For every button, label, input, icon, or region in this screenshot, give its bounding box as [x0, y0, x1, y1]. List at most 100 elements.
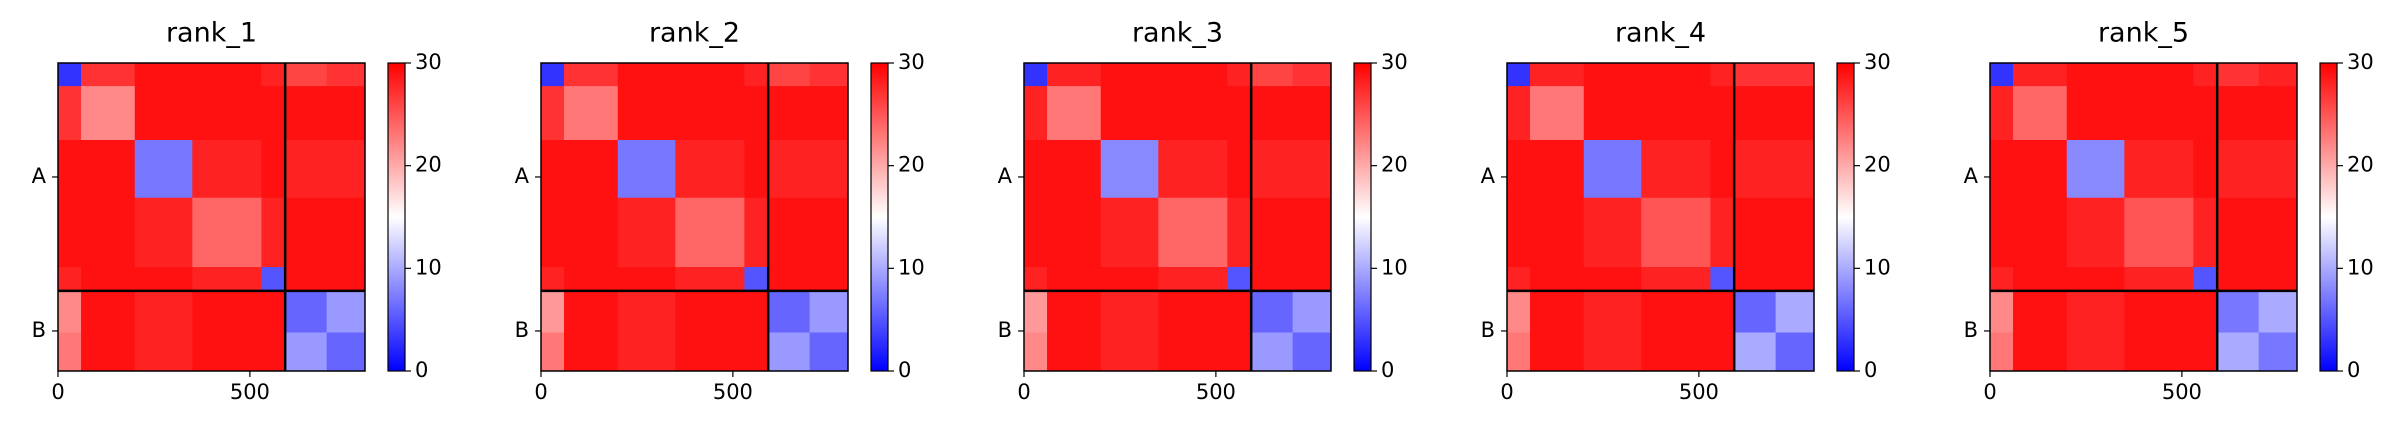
heatmap-cell — [675, 63, 745, 87]
heatmap-cell — [1990, 63, 2014, 87]
heatmap-cell — [675, 332, 745, 372]
colorbar — [1353, 62, 1372, 372]
heatmap-cell — [1641, 63, 1711, 87]
heatmap-cell — [1158, 332, 1228, 372]
heatmap-cell — [2258, 197, 2298, 268]
colorbar — [1836, 62, 1855, 372]
heatmap-cell — [1710, 197, 1734, 268]
heatmap-cell — [564, 63, 619, 87]
heatmap-cell — [1583, 290, 1642, 333]
colorbar-tick-label: 20 — [1864, 153, 1891, 177]
heatmap-cell — [192, 267, 262, 291]
heatmap-cell — [2066, 86, 2125, 141]
heatmap-cell — [1227, 332, 1251, 372]
heatmap-cell — [1583, 140, 1642, 199]
heatmap-cell — [2258, 267, 2298, 291]
heatmap-cell — [81, 140, 136, 199]
heatmap-cell — [2216, 63, 2260, 87]
heatmap-cell — [1990, 332, 2014, 372]
heatmap-cell — [81, 267, 136, 291]
heatmap-cell — [617, 63, 676, 87]
heatmap-cell — [744, 197, 768, 268]
heatmap-cell — [1100, 290, 1159, 333]
y-tick-label: A — [32, 164, 47, 188]
heatmap-cell — [1024, 332, 1048, 372]
heatmap-cell — [2216, 332, 2260, 372]
heatmap-cell — [2013, 332, 2068, 372]
heatmap-cell — [58, 63, 82, 87]
heatmap-cell — [2193, 267, 2217, 291]
x-tick-label: 500 — [230, 380, 270, 404]
heatmap-cell — [1292, 197, 1332, 268]
heatmap-cell — [1100, 267, 1159, 291]
heatmap-cell — [2013, 63, 2068, 87]
heatmap-cell — [2066, 63, 2125, 87]
heatmap-cell — [1710, 140, 1734, 199]
heatmap-cell — [541, 290, 565, 333]
heatmap-cell — [326, 86, 366, 141]
heatmap-cell — [1227, 140, 1251, 199]
heatmap-cell — [1641, 267, 1711, 291]
heatmap-cell — [192, 197, 262, 268]
heatmap-cell — [2216, 267, 2260, 291]
heatmap-cell — [2124, 290, 2194, 333]
colorbar-tick-label: 20 — [2347, 153, 2374, 177]
x-tick-label: 0 — [1500, 380, 1513, 404]
heatmap-cell — [541, 86, 565, 141]
heatmap-cell — [2258, 290, 2298, 333]
heatmap-cell — [1710, 290, 1734, 333]
heatmap-cell — [1227, 290, 1251, 333]
heatmap-cell — [1227, 197, 1251, 268]
heatmap-cell — [1583, 267, 1642, 291]
colorbar-tick-label: 30 — [1864, 50, 1891, 74]
heatmap-cell — [1292, 290, 1332, 333]
heatmap-cell — [192, 63, 262, 87]
heatmap-cell — [1530, 332, 1585, 372]
heatmap-cell — [192, 140, 262, 199]
heatmap-cell — [541, 63, 565, 87]
heatmap-cell — [744, 290, 768, 333]
heatmap-cell — [617, 332, 676, 372]
heatmap-cell — [2013, 86, 2068, 141]
heatmap-cell — [1733, 86, 1777, 141]
heatmap-cell — [1292, 332, 1332, 372]
heatmap-cell — [564, 197, 619, 268]
heatmap-cell — [81, 197, 136, 268]
heatmap-cell — [1227, 86, 1251, 141]
heatmap-cell — [134, 332, 193, 372]
heatmap-cell — [1530, 63, 1585, 87]
heatmap-cell — [1158, 290, 1228, 333]
heatmap-cell — [326, 332, 366, 372]
heatmap-cell — [134, 86, 193, 141]
heatmap-cell — [1024, 267, 1048, 291]
heatmap-cell — [1250, 63, 1294, 87]
heatmap-cell — [1250, 332, 1294, 372]
heatmap-cell — [1507, 140, 1531, 199]
heatmap-cell — [1641, 290, 1711, 333]
y-tick-label: B — [515, 318, 529, 342]
heatmap-cell — [1583, 197, 1642, 268]
heatmap-cell — [1024, 86, 1048, 141]
heatmap-cell — [58, 86, 82, 141]
heatmap-cell — [58, 290, 82, 333]
heatmap-cell — [809, 140, 849, 199]
heatmap-cell — [1733, 267, 1777, 291]
heatmap-cell — [1507, 267, 1531, 291]
heatmap-cell — [2216, 140, 2260, 199]
heatmap-cell — [541, 267, 565, 291]
x-tick-label: 0 — [1017, 380, 1030, 404]
heatmap-cell — [284, 140, 328, 199]
heatmap-cell — [284, 63, 328, 87]
heatmap-cell — [326, 197, 366, 268]
heatmap-cell — [1507, 332, 1531, 372]
heatmap-cell — [675, 86, 745, 141]
heatmap-cell — [2124, 197, 2194, 268]
heatmap-cell — [2193, 290, 2217, 333]
heatmap-cell — [81, 290, 136, 333]
heatmap-cell — [1227, 63, 1251, 87]
heatmap-cell — [1733, 140, 1777, 199]
heatmap-cell — [1775, 197, 1815, 268]
heatmap-cell — [767, 290, 811, 333]
heatmap-cell — [1530, 290, 1585, 333]
panel-title: rank_3 — [1132, 18, 1223, 49]
